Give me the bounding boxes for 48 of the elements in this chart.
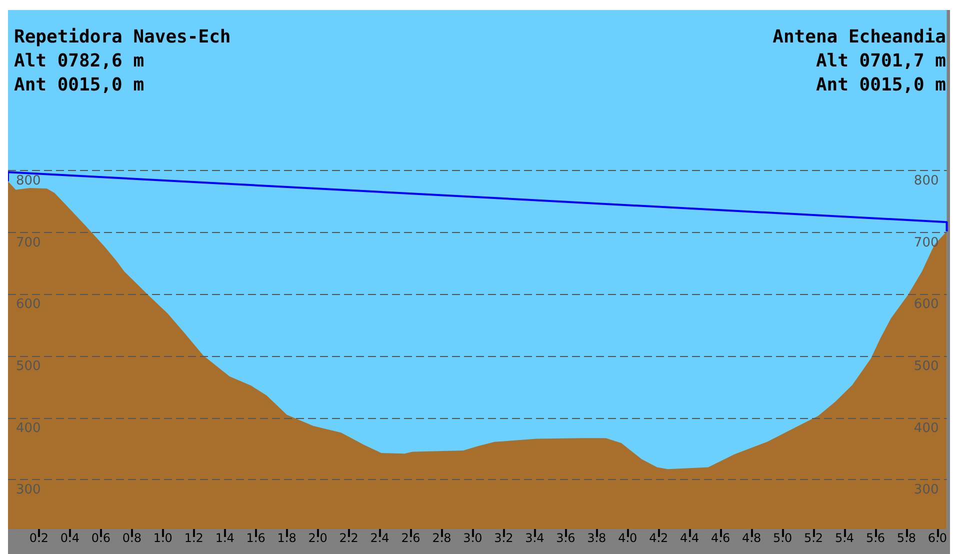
x-tick-label: 0.8 [122,531,142,545]
x-tick-label: 5.6 [866,531,886,545]
x-tick-label: 3.8 [587,531,606,545]
y2-tick-label: 700 [914,235,939,250]
x-tick-label: 4.6 [711,531,730,545]
annotation: Ant 0015,0 m [14,74,144,96]
x-tick-label: 6.0 [928,531,948,545]
y-tick-label: 700 [16,235,41,250]
x-tick-label: 2.2 [339,531,358,545]
y-tick-label: 300 [16,482,41,498]
x-tick-label: 3.0 [463,531,482,545]
y2-tick-label: 600 [914,297,939,312]
y-tick-label: 800 [16,174,41,189]
x-tick-label: 0.6 [91,531,110,545]
x-tick-label: 4.8 [742,531,762,545]
x-tick-label: 3.2 [494,531,514,545]
x-tick-label: 0.4 [60,531,80,545]
y-tick-label: 600 [16,297,41,312]
annotation: Alt 0701,7 m [816,50,946,72]
x-tick-label: 1.4 [215,531,234,545]
x-tick-label: 3.4 [525,531,544,545]
x-tick-label: 2.6 [401,531,420,545]
x-tick-label: 5.8 [896,531,916,545]
y2-tick-label: 300 [914,482,939,498]
x-tick-label: 1.6 [246,531,266,545]
x-tick-label: 1.2 [184,531,204,545]
x-tick-label: 3.6 [556,531,576,545]
x-tick-label: 0.2 [29,531,49,545]
annotation: Antena Echeandia [772,26,946,48]
x-tick-label: 2.0 [308,531,328,545]
y2-tick-label: 400 [914,420,939,436]
annotation: Ant 0015,0 m [816,74,946,96]
x-tick-label: 1.0 [153,531,172,545]
y-tick-label: 400 [16,420,41,436]
y-tick-label: 500 [16,359,41,374]
x-tick-label: 5.2 [804,531,824,545]
x-tick-label: 2.8 [432,531,452,545]
annotation: Alt 0782,6 m [14,50,144,72]
x-tick-label: 4.0 [618,531,638,545]
x-tick-label: 5.0 [773,531,792,545]
y2-tick-label: 500 [914,359,939,374]
x-tick-label: 5.4 [834,531,854,545]
x-tick-label: 1.8 [277,531,296,545]
annotation: Repetidora Naves-Ech [14,26,231,48]
x-tick-label: 2.4 [370,531,390,545]
y2-tick-label: 800 [914,174,939,189]
x-tick-label: 4.4 [680,531,700,545]
x-tick-label: 4.2 [649,531,668,545]
